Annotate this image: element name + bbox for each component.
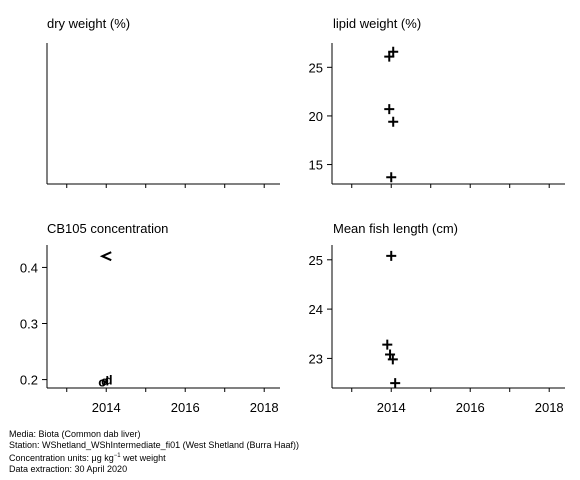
panel-4: Mean fish length (cm) 2014 2016 2018 23 24 25 [309, 221, 565, 415]
data-point-plus [384, 51, 395, 62]
panel-1: dry weight (%) [46, 16, 280, 188]
y-tick-label: 25 [309, 60, 323, 75]
x-tick-label: 2016 [171, 400, 200, 415]
data-point-plus [382, 339, 393, 350]
data-point-d: d [105, 373, 113, 388]
panel-2: lipid weight (%) 15 20 25 [309, 16, 565, 188]
x-tick-label: 2018 [250, 400, 279, 415]
y-tick-label: 0.2 [20, 373, 38, 388]
y-tick-label: 15 [309, 158, 323, 173]
data-point-plus [384, 104, 395, 115]
y-tick-label: 23 [309, 351, 323, 366]
x-tick-label: 2018 [535, 400, 564, 415]
panel-title: Mean fish length (cm) [333, 221, 458, 236]
chart-footer: Media: Biota (Common dab liver) Station:… [9, 429, 299, 475]
x-tick-label: 2014 [377, 400, 406, 415]
data-point-less-than [99, 251, 112, 262]
footer-station: Station: WShetland_WShIntermediate_fi01 … [9, 440, 299, 450]
y-tick-label: 20 [309, 109, 323, 124]
panel-3: CB105 concentration 2014 2016 2018 0.2 0.3 0.4… [20, 221, 280, 415]
y-tick-label: 0.4 [20, 260, 38, 275]
y-tick-label: 0.3 [20, 317, 38, 332]
y-tick-label: 24 [309, 302, 323, 317]
x-tick-label: 2016 [456, 400, 485, 415]
footer-extraction: Data extraction: 30 April 2020 [9, 464, 128, 474]
footer-units: Concentration units: μg kg−1 wet weight [9, 453, 166, 463]
data-point-d: d [101, 374, 109, 389]
footer-media: Media: Biota (Common dab liver) [9, 429, 141, 439]
y-tick-label: 25 [309, 253, 323, 268]
chart-figure: dry weight (%) lipid weight (%) 15 20 25 CB10… [20, 16, 565, 415]
data-point-plus [386, 250, 397, 261]
data-point-o: o [98, 374, 106, 389]
data-point-plus [388, 116, 399, 127]
data-point-plus [386, 172, 397, 183]
panel-title: lipid weight (%) [333, 16, 421, 31]
x-tick-label: 2014 [92, 400, 121, 415]
panel-title: CB105 concentration [47, 221, 168, 236]
data-point-plus [387, 354, 398, 365]
panel-title: dry weight (%) [47, 16, 130, 31]
data-point-plus [390, 378, 401, 389]
